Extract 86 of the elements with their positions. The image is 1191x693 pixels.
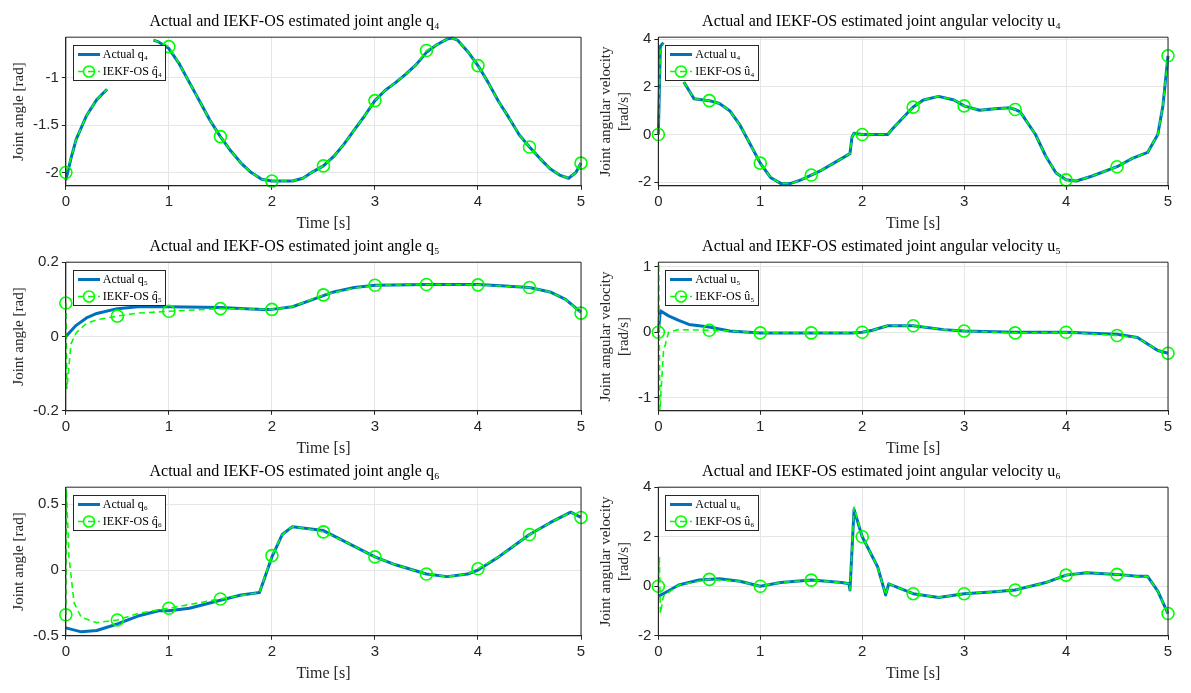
x-tick-label: 0 (654, 416, 663, 434)
x-tick-label: 3 (959, 641, 969, 659)
x-tick-label: 5 (1163, 641, 1173, 659)
y-axis-title: Joint angle [rad] (9, 512, 26, 611)
y-axis-title: Joint angle [rad] (9, 287, 26, 386)
legend-label: Actual q₆ (102, 496, 149, 514)
legend-label: IEKF-OS û₅ (695, 288, 755, 306)
y-tick-label: -2 (45, 162, 59, 180)
y-axis-title: Joint angular velocity [rad/s] (596, 496, 631, 627)
x-tick-label: 5 (1163, 191, 1173, 209)
chart-title: Actual and IEKF-OS estimated joint angular velocity u₄ (702, 11, 1062, 30)
x-tick-label: 1 (164, 641, 174, 659)
legend-label: Actual u₅ (695, 271, 741, 289)
y-tick-label: 2 (642, 76, 652, 94)
x-tick-label: 4 (473, 641, 483, 659)
legend-label: Actual u₄ (695, 46, 741, 64)
y-tick-label: 0.2 (37, 252, 59, 270)
x-tick-label: 4 (473, 416, 483, 434)
y-axis-title: Joint angle [rad] (9, 62, 26, 161)
legend-label: IEKF-OS q̂₅ (102, 288, 163, 306)
x-tick-label: 3 (370, 641, 380, 659)
x-axis-title: Time [s] (296, 438, 351, 456)
y-tick-label: 0.5 (37, 494, 59, 512)
y-tick-label: 4 (642, 477, 652, 495)
x-tick-label: 4 (1061, 191, 1071, 209)
x-tick-label: 2 (267, 641, 277, 659)
legend-label: IEKF-OS q̂₆ (102, 513, 163, 531)
y-tick-label: -1 (45, 68, 59, 86)
x-tick-label: 0 (61, 641, 71, 659)
x-tick-label: 0 (61, 416, 71, 434)
legend-label: Actual q₄ (102, 46, 149, 64)
y-tick-label: 0 (50, 326, 59, 344)
x-tick-label: 4 (473, 191, 483, 209)
x-tick-label: 5 (576, 416, 586, 434)
x-axis-title: Time [s] (886, 438, 941, 456)
x-tick-label: 3 (370, 191, 380, 209)
x-tick-label: 0 (654, 191, 663, 209)
x-tick-label: 0 (61, 191, 71, 209)
y-tick-label: -1 (637, 387, 652, 405)
x-tick-label: 5 (1163, 416, 1173, 434)
x-tick-label: 1 (756, 416, 765, 434)
y-tick-label: -2 (637, 625, 652, 643)
x-tick-label: 2 (858, 416, 867, 434)
x-tick-label: 1 (164, 191, 174, 209)
x-tick-label: 1 (756, 641, 765, 659)
legend-label: IEKF-OS û₄ (695, 63, 755, 81)
chart-title: Actual and IEKF-OS estimated joint angular velocity u₅ (702, 236, 1061, 255)
x-tick-label: 2 (267, 191, 277, 209)
y-tick-label: 4 (642, 29, 652, 47)
chart-title: Actual and IEKF-OS estimated joint angle q₆ (149, 461, 440, 480)
x-tick-label: 5 (576, 641, 586, 659)
y-tick-label: -0.2 (32, 400, 59, 418)
x-axis-title: Time [s] (296, 213, 351, 231)
chart-title: Actual and IEKF-OS estimated joint angle q₅ (149, 236, 440, 255)
y-axis-title: Joint angular velocity [rad/s] (596, 271, 631, 402)
x-tick-label: 2 (858, 641, 867, 659)
y-axis-title: Joint angular velocity [rad/s] (596, 46, 631, 177)
y-tick-label: -0.5 (32, 625, 59, 643)
chart-title: Actual and IEKF-OS estimated joint angular velocity u₆ (702, 461, 1061, 480)
x-tick-label: 3 (370, 416, 380, 434)
x-tick-label: 1 (164, 416, 174, 434)
y-tick-label: 1 (642, 256, 652, 274)
x-tick-label: 1 (756, 191, 765, 209)
x-tick-label: 2 (858, 191, 867, 209)
x-tick-label: 3 (959, 416, 969, 434)
chart-title: Actual and IEKF-OS estimated joint angle q₄ (149, 11, 440, 30)
legend-label: Actual u₆ (695, 496, 741, 514)
x-axis-title: Time [s] (886, 213, 941, 231)
y-tick-label: 0 (50, 560, 59, 578)
y-tick-label: -1.5 (32, 115, 59, 133)
legend-label: Actual q₅ (102, 271, 149, 289)
y-tick-label: 0 (642, 576, 652, 594)
x-tick-label: 5 (576, 191, 586, 209)
legend-label: IEKF-OS q̂₄ (102, 63, 163, 81)
legend-label: IEKF-OS û₆ (695, 513, 755, 531)
x-tick-label: 3 (959, 191, 969, 209)
x-tick-label: 2 (267, 416, 277, 434)
y-tick-label: -2 (637, 172, 652, 190)
x-tick-label: 4 (1061, 416, 1071, 434)
y-tick-label: 0 (642, 322, 652, 340)
x-tick-label: 0 (654, 641, 663, 659)
y-tick-label: 0 (642, 124, 652, 142)
y-tick-label: 2 (642, 526, 652, 544)
x-tick-label: 4 (1061, 641, 1071, 659)
x-axis-title: Time [s] (886, 663, 941, 681)
x-axis-title: Time [s] (296, 663, 351, 681)
